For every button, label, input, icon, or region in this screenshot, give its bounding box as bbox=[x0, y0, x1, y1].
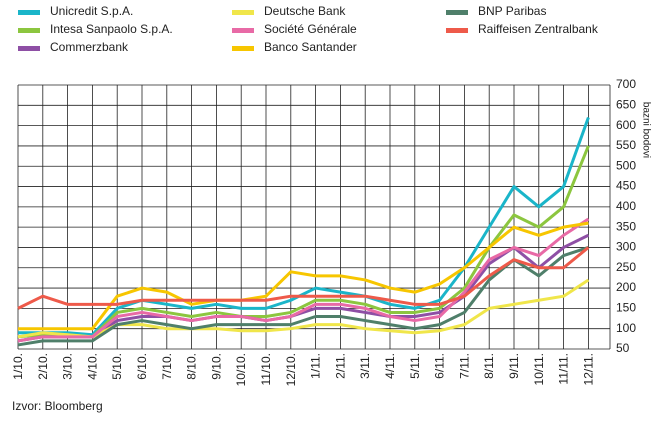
x-tick-label: 4/11. bbox=[383, 353, 397, 379]
x-tick-label: 8/10. bbox=[185, 353, 199, 380]
x-tick-label: 7/10. bbox=[160, 353, 174, 380]
legend-label: Unicredit S.p.A. bbox=[50, 4, 133, 18]
legend-swatch bbox=[232, 10, 254, 15]
series-line bbox=[17, 246, 589, 347]
legend-label: Raiffeisen Zentralbank bbox=[478, 22, 599, 36]
x-tick-label: 7/11. bbox=[457, 353, 471, 379]
y-tick-label: 100 bbox=[616, 321, 636, 335]
y-tick-label: 150 bbox=[616, 301, 636, 315]
source: Izvor: Bloomberg bbox=[12, 399, 103, 413]
legend-label: Banco Santander bbox=[264, 40, 357, 54]
legend-swatch bbox=[18, 46, 40, 51]
y-tick-label: 550 bbox=[616, 138, 636, 152]
x-tick-label: 8/11. bbox=[482, 353, 496, 379]
y-tick-label: 350 bbox=[616, 219, 636, 233]
legend-label: Société Générale bbox=[264, 22, 357, 36]
legend-label: BNP Paribas bbox=[478, 4, 546, 18]
x-tick-label: 2/10. bbox=[36, 353, 50, 380]
x-tick-label: 9/11. bbox=[507, 353, 521, 379]
series-line bbox=[17, 145, 590, 339]
x-tick-label: 11/11. bbox=[557, 353, 571, 385]
x-tick-label: 10/10. bbox=[234, 353, 248, 386]
x-tick-label: 2/11. bbox=[333, 353, 347, 379]
x-tick-label: 1/11. bbox=[309, 353, 323, 379]
legend-swatch bbox=[18, 28, 40, 33]
x-tick-label: 6/10. bbox=[135, 353, 149, 380]
y-tick-label: 450 bbox=[616, 179, 636, 193]
y-tick-label: 200 bbox=[616, 280, 636, 294]
legend-label: Intesa Sanpaolo S.p.A. bbox=[50, 22, 173, 36]
y-tick-label: 650 bbox=[616, 97, 636, 111]
legend-label: Deutsche Bank bbox=[264, 4, 346, 18]
y-tick-label: 400 bbox=[616, 199, 636, 213]
y-axis-label: bazni bodovi bbox=[640, 102, 651, 158]
series-line bbox=[17, 217, 590, 343]
legend-swatch bbox=[18, 10, 40, 15]
y-tick-label: 700 bbox=[616, 77, 636, 91]
legend-swatch bbox=[446, 10, 468, 15]
x-tick-label: 6/11. bbox=[433, 353, 447, 379]
series-line bbox=[17, 246, 590, 310]
series-line bbox=[17, 233, 590, 343]
x-tick-label: 1/10. bbox=[11, 353, 25, 380]
series-line bbox=[18, 221, 589, 331]
y-tick-label: 50 bbox=[616, 341, 630, 355]
x-tick-label: 5/10. bbox=[110, 353, 124, 380]
legend-swatch bbox=[232, 46, 254, 51]
y-tick-label: 250 bbox=[616, 260, 636, 274]
x-tick-label: 11/10. bbox=[259, 353, 273, 385]
x-tick-label: 5/11. bbox=[408, 353, 422, 379]
y-tick-label: 300 bbox=[616, 240, 636, 254]
x-tick-label: 9/10. bbox=[209, 353, 223, 380]
legend-label: Commerzbank bbox=[50, 40, 129, 54]
x-tick-label: 10/11. bbox=[532, 353, 546, 385]
x-tick-label: 12/11. bbox=[581, 353, 595, 385]
x-tick-label: 4/10. bbox=[85, 353, 99, 380]
x-tick-label: 3/10. bbox=[61, 353, 75, 380]
x-tick-label: 3/11. bbox=[358, 353, 372, 379]
y-tick-label: 600 bbox=[616, 118, 636, 132]
y-tick-label: 500 bbox=[616, 158, 636, 172]
legend-swatch bbox=[446, 28, 468, 33]
x-tick-label: 12/10. bbox=[284, 353, 298, 386]
legend-swatch bbox=[232, 28, 254, 33]
series-line bbox=[18, 116, 590, 337]
